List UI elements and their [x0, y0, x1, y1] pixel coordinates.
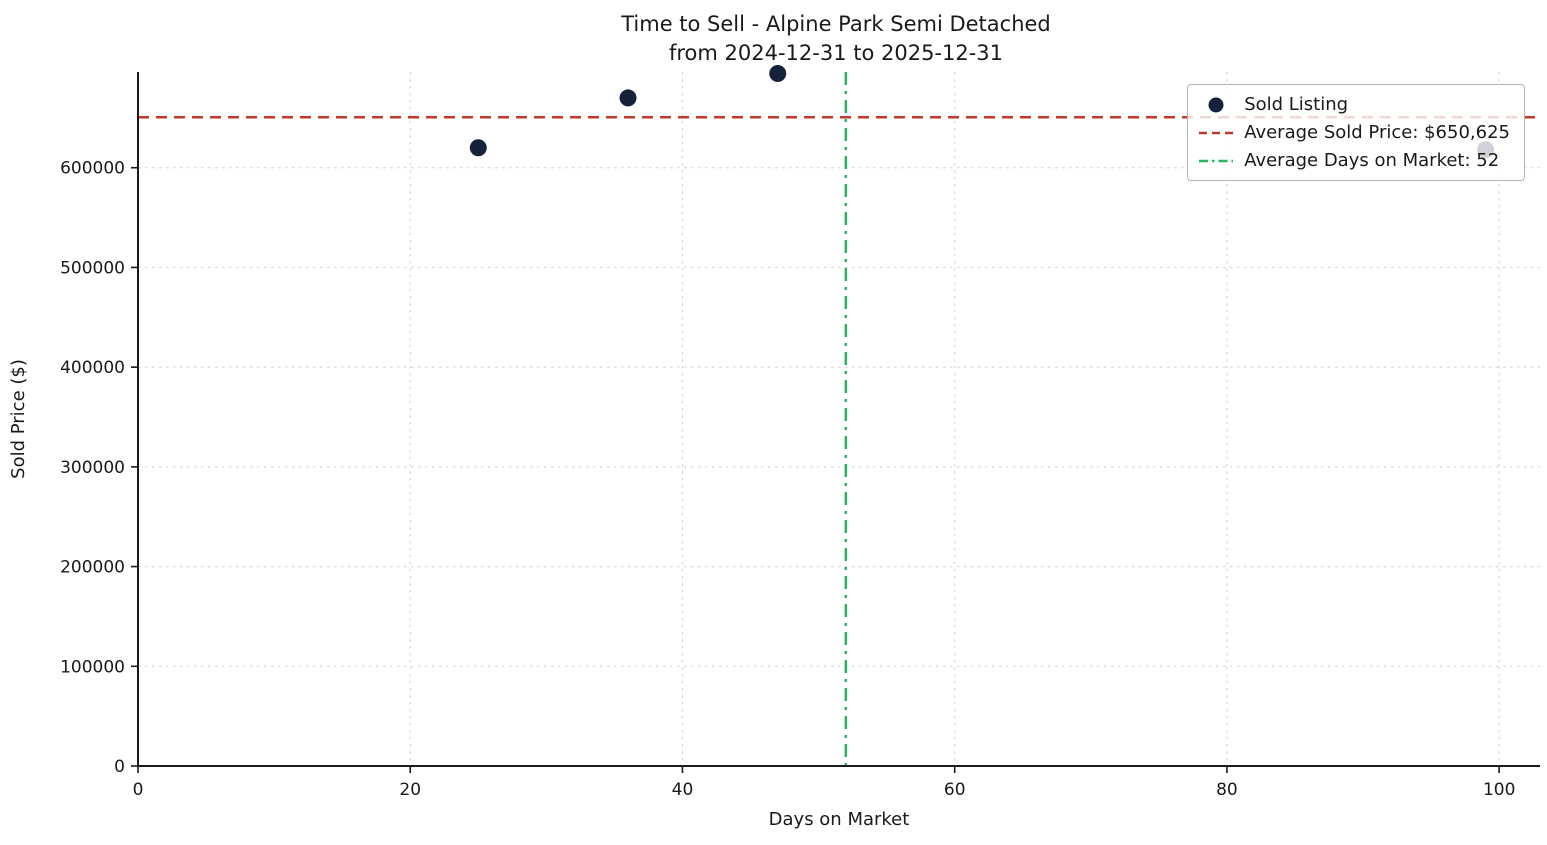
y-tick-label: 600000 [60, 159, 125, 179]
dashdot-line-icon [1199, 159, 1234, 162]
x-axis-label: Days on Market [769, 809, 910, 830]
legend-label-average-days-on-market: Average Days on Market: 52 [1244, 150, 1500, 171]
legend-item-average-days-on-market: Average Days on Market: 52 [1198, 150, 1510, 171]
axes-layer: 0 20 40 60 80 100 0 100000 200000 300000 400000 500… [60, 72, 1540, 800]
chart-subtitle: from 2024-12-31 to 2025-12-31 [669, 41, 1003, 65]
y-axis-label: Sold Price ($) [8, 359, 29, 479]
x-tick-label: 40 [672, 780, 694, 800]
legend: Sold Listing Average Sold Price: $650,62… [1187, 84, 1525, 181]
data-point [469, 139, 487, 157]
y-tick-label: 100000 [60, 657, 125, 677]
chart-title: Time to Sell - Alpine Park Semi Detached [620, 12, 1051, 36]
x-tick-label: 60 [944, 780, 966, 800]
x-tick-label: 0 [133, 780, 144, 800]
x-tick-label: 80 [1216, 780, 1238, 800]
y-tick-label: 200000 [60, 558, 125, 578]
legend-item-average-sold-price: Average Sold Price: $650,625 [1198, 122, 1510, 143]
data-point [769, 64, 787, 82]
x-tick-label: 100 [1483, 780, 1515, 800]
y-tick-label: 500000 [60, 258, 125, 278]
sold-listing-dot-icon [1208, 97, 1224, 112]
y-tick-label: 400000 [60, 358, 125, 378]
y-tick-label: 300000 [60, 458, 125, 478]
data-point [619, 89, 637, 107]
legend-item-sold-listing: Sold Listing [1198, 94, 1510, 115]
dashed-line-icon [1199, 131, 1234, 134]
legend-label-average-sold-price: Average Sold Price: $650,625 [1244, 122, 1510, 143]
x-tick-label: 20 [399, 780, 421, 800]
legend-label-sold-listing: Sold Listing [1244, 94, 1349, 115]
y-tick-label: 0 [114, 757, 125, 777]
